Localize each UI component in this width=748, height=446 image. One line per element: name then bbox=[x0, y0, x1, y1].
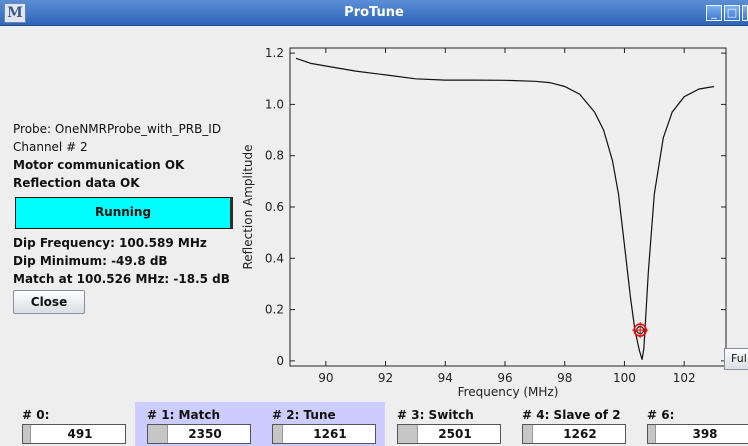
motor-level-fill bbox=[148, 425, 168, 443]
x-axis-label: Frequency (MHz) bbox=[458, 385, 559, 399]
reflection-curve bbox=[295, 57, 715, 360]
close-window-icon[interactable] bbox=[742, 5, 748, 21]
reflection-chart: 90 92 94 96 98 100 102 0 0.2 0.4 0.6 0.8 1.0 1.2 Frequ… bbox=[241, 46, 727, 399]
y-tick-label: 1.2 bbox=[265, 46, 284, 60]
match-at: Match at 100.526 MHz: -18.5 dB bbox=[13, 272, 230, 286]
motor-position-field[interactable]: 1261 bbox=[272, 424, 376, 444]
close-button[interactable]: Close bbox=[13, 290, 85, 314]
y-tick-label: 0.6 bbox=[265, 200, 284, 214]
x-tick-label: 94 bbox=[438, 371, 453, 385]
x-tick-label: 96 bbox=[497, 371, 512, 385]
motor-value: 491 bbox=[67, 427, 93, 441]
motor-position-field[interactable]: 2350 bbox=[147, 424, 251, 444]
motor-value: 398 bbox=[692, 427, 718, 441]
dip-minimum: Dip Minimum: -49.8 dB bbox=[13, 254, 168, 268]
motor-label: # 6: bbox=[647, 408, 675, 422]
motor-level-fill bbox=[523, 425, 533, 443]
motor-value: 1261 bbox=[313, 427, 347, 441]
motor-level-fill bbox=[273, 425, 283, 443]
motor-label: # 3: Switch bbox=[397, 408, 474, 422]
motor-level-fill bbox=[398, 425, 418, 443]
motor-position-field[interactable]: 1262 bbox=[522, 424, 626, 444]
motor-1-match: # 1: Match 2350 bbox=[135, 402, 260, 446]
plot-area bbox=[289, 47, 727, 367]
full-range-button[interactable]: Ful bbox=[724, 348, 748, 370]
x-tick-label: 92 bbox=[378, 371, 393, 385]
motor-3-switch: # 3: Switch 2501 bbox=[385, 402, 510, 446]
motor-value: 2501 bbox=[438, 427, 472, 441]
motor-position-field[interactable]: 398 bbox=[647, 424, 748, 444]
maximize-icon[interactable]: □ bbox=[724, 5, 740, 21]
motor-value: 1262 bbox=[563, 427, 597, 441]
running-status-bar: Running bbox=[15, 197, 233, 229]
motor-0: # 0: 491 bbox=[10, 402, 135, 446]
x-tick-label: 102 bbox=[673, 371, 696, 385]
motor-position-field[interactable]: 491 bbox=[22, 424, 126, 444]
motor-value: 2350 bbox=[188, 427, 222, 441]
motor-6: # 6: 398 bbox=[635, 402, 748, 446]
motor-panel: # 0: 491 # 1: Match 2350 # 2: Tune 1261 … bbox=[0, 402, 748, 446]
y-axis-label: Reflection Amplitude bbox=[241, 144, 255, 269]
window-title: ProTune bbox=[344, 5, 404, 20]
motor-level-fill bbox=[648, 425, 656, 443]
app-logo-icon[interactable]: M bbox=[4, 3, 26, 23]
y-tick-label: 0.2 bbox=[265, 303, 284, 317]
motor-label: # 1: Match bbox=[147, 408, 220, 422]
reflection-data-status: Reflection data OK bbox=[13, 176, 140, 190]
channel-label: Channel # 2 bbox=[13, 140, 88, 154]
y-tick-label: 1.0 bbox=[265, 97, 284, 111]
motor-communication-status: Motor communication OK bbox=[13, 158, 185, 172]
motor-position-field[interactable]: 2501 bbox=[397, 424, 501, 444]
title-bar: M ProTune _ □ bbox=[0, 0, 748, 26]
motor-2-tune: # 2: Tune 1261 bbox=[260, 402, 385, 446]
motor-level-fill bbox=[23, 425, 31, 443]
probe-label: Probe: OneNMRProbe_with_PRB_ID bbox=[13, 122, 222, 136]
x-tick-label: 98 bbox=[557, 371, 572, 385]
y-tick-label: 0.8 bbox=[265, 149, 284, 163]
y-tick-label: 0.4 bbox=[265, 251, 284, 265]
x-tick-label: 100 bbox=[613, 371, 636, 385]
dip-frequency: Dip Frequency: 100.589 MHz bbox=[13, 236, 207, 250]
motor-label: # 2: Tune bbox=[272, 408, 336, 422]
minimize-icon[interactable]: _ bbox=[706, 5, 722, 21]
x-tick-label: 90 bbox=[318, 371, 333, 385]
motor-4-slave: # 4: Slave of 2 1262 bbox=[510, 402, 635, 446]
y-tick-label: 0 bbox=[276, 354, 284, 368]
motor-label: # 0: bbox=[22, 408, 50, 422]
motor-label: # 4: Slave of 2 bbox=[522, 408, 621, 422]
